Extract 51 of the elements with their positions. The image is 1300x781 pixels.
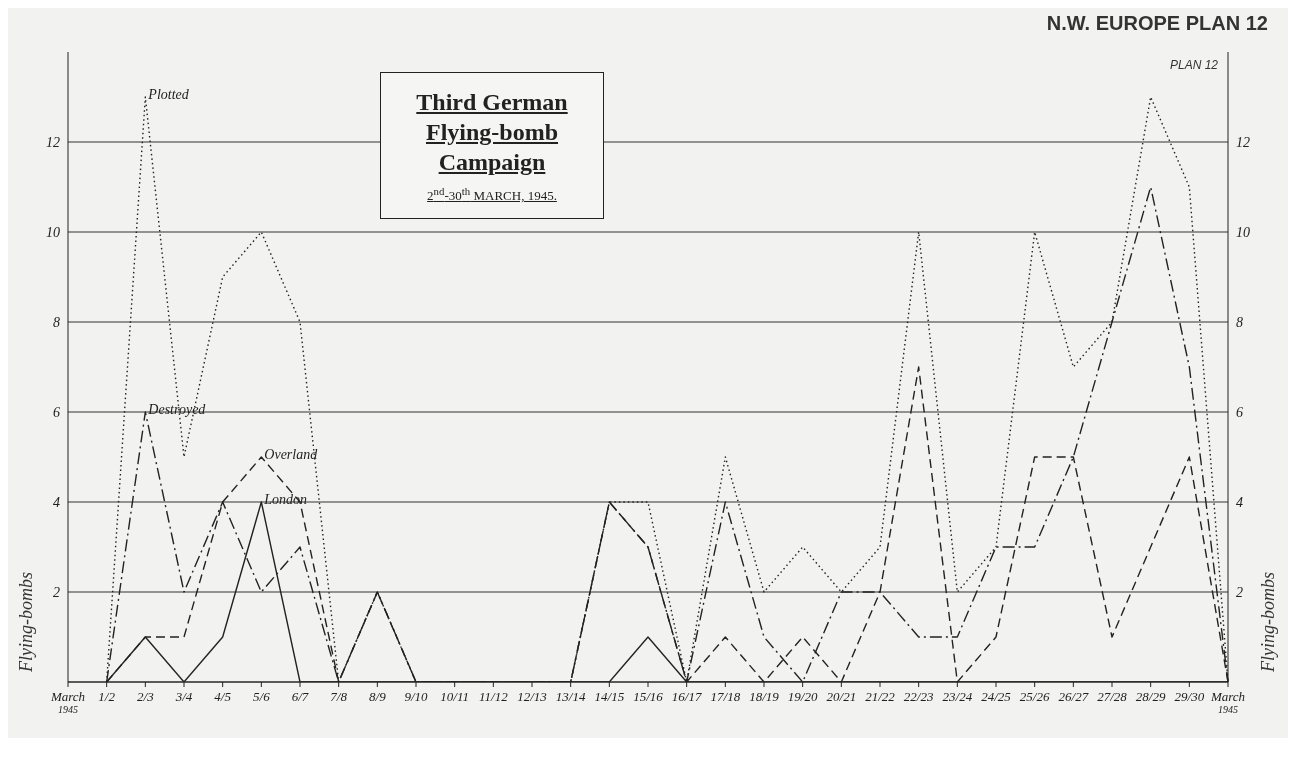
- x-tick-label: 5/6: [253, 689, 271, 704]
- y2-tick-label: 10: [1236, 224, 1250, 240]
- text: Third German Flying-bomb Campaign: [415, 88, 569, 177]
- x-tick-label: 8/9: [369, 689, 387, 704]
- y2-tick-label: 12: [1236, 134, 1250, 150]
- x-tick-label: 22/23: [903, 689, 934, 704]
- x-tick-label: 15/16: [633, 689, 664, 704]
- y-tick-label: 4: [53, 494, 60, 510]
- y-tick-label: 2: [53, 584, 60, 600]
- y-tick-label: 6: [53, 404, 60, 420]
- text: N.W. EUROPE PLAN 12: [1046, 12, 1268, 35]
- x-tick-label: 12/13: [517, 689, 548, 704]
- x-tick-label: 21/22: [865, 689, 896, 704]
- x-tick-label: 26/27: [1058, 689, 1089, 704]
- y2-tick-label: 4: [1236, 494, 1243, 510]
- x-tick-label: 14/15: [594, 689, 625, 704]
- x-tick-label: 19/20: [787, 689, 818, 704]
- y-tick-label: 12: [46, 134, 60, 150]
- y2-tick-label: 8: [1236, 314, 1243, 330]
- x-tick-label: 27/28: [1097, 689, 1128, 704]
- x-tick-label: 10/11: [440, 689, 469, 704]
- series-label: London: [263, 492, 308, 507]
- x-tick-label: 28/29: [1135, 689, 1166, 704]
- x-tick-label: 7/8: [330, 689, 348, 704]
- series-label: Plotted: [147, 87, 190, 102]
- x-tick-label: 17/18: [710, 689, 741, 704]
- x-tick-label: 1/2: [98, 689, 116, 704]
- x-tick-label: 3/4: [174, 689, 193, 704]
- x-tick-label: 11/12: [479, 689, 509, 704]
- y-axis-title: Flying-bombs: [16, 572, 36, 673]
- x-tick-label: 25/26: [1019, 689, 1050, 704]
- x-tick-label: 13/14: [555, 689, 586, 704]
- y2-axis-title: Flying-bombs: [1258, 572, 1278, 673]
- annotation: PLAN 12: [1169, 58, 1218, 72]
- x-tick-label: 2/3: [137, 689, 155, 704]
- x-tick-label: 18/19: [749, 689, 780, 704]
- x-tick-label: 24/25: [981, 689, 1012, 704]
- x-tick-label: 16/17: [671, 689, 702, 704]
- y2-tick-label: 6: [1236, 404, 1243, 420]
- series-label: Overland: [264, 447, 319, 462]
- series-label: Destroyed: [147, 402, 207, 417]
- y2-tick-label: 2: [1236, 584, 1243, 600]
- x-tick-label: 20/21: [826, 689, 857, 704]
- x-tick-label: 23/24: [942, 689, 973, 704]
- x-tick-label: 4/5: [214, 689, 232, 704]
- y-tick-label: 8: [53, 314, 60, 330]
- x-tick-label: 9/10: [404, 689, 429, 704]
- x-tick-label: 6/7: [291, 689, 309, 704]
- x-tick-label: 29/30: [1174, 689, 1205, 704]
- text: 2$^{nd}$-30$^{th}$ MARCH, 1945.: [426, 185, 558, 205]
- y-tick-label: 10: [46, 224, 60, 240]
